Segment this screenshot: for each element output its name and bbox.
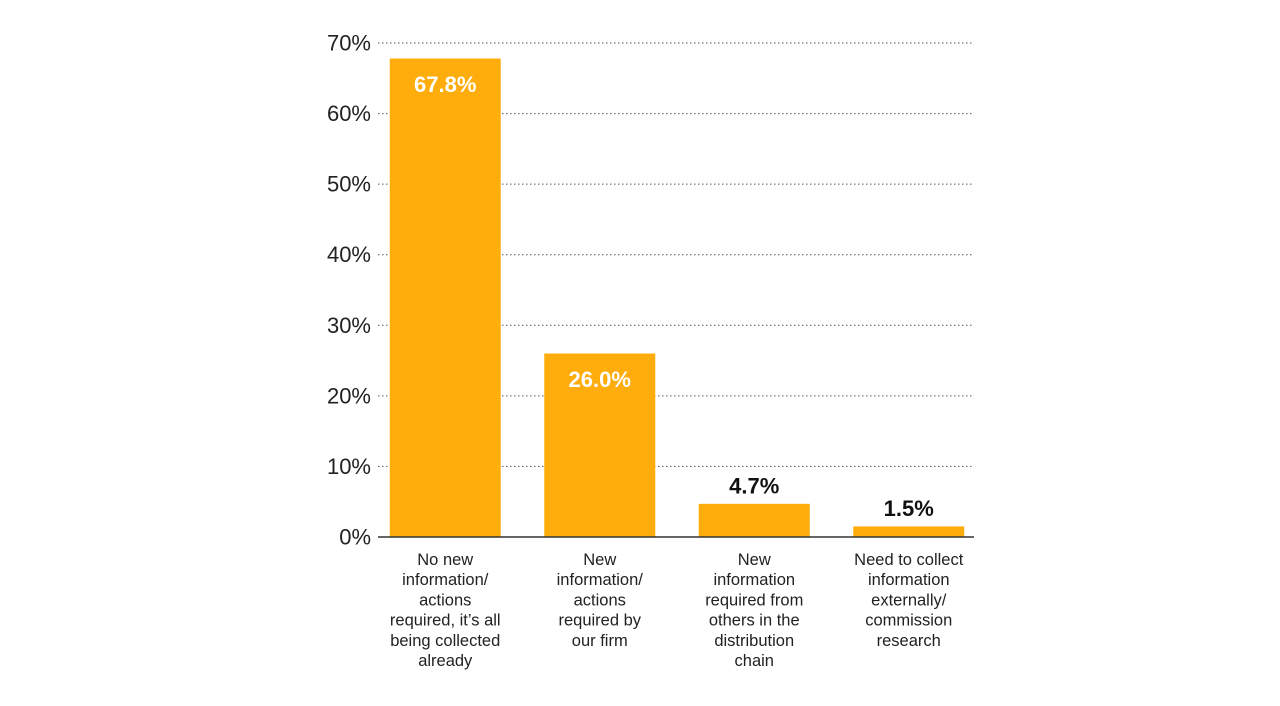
- bar: [698, 503, 810, 537]
- data-label: 1.5%: [884, 496, 934, 521]
- bar: [853, 526, 965, 537]
- category-label: New information required from others in the…: [705, 551, 803, 670]
- y-tick-label: 50%: [327, 172, 371, 197]
- category-label: New information/actions required by our fir…: [557, 551, 644, 650]
- y-tick-label: 60%: [327, 101, 371, 126]
- bars: [389, 58, 965, 537]
- gridlines: [378, 42, 974, 467]
- bar: [389, 58, 501, 537]
- y-tick-label: 30%: [327, 313, 371, 338]
- y-tick-label: 0%: [339, 525, 371, 550]
- bar: [544, 353, 656, 537]
- category-label: Need to collect information externally/com…: [854, 551, 964, 650]
- y-tick-label: 10%: [327, 454, 371, 479]
- y-tick-label: 40%: [327, 242, 371, 267]
- y-tick-label: 20%: [327, 383, 371, 408]
- data-label: 67.8%: [414, 72, 476, 97]
- category-labels: No new information/actions required, it’s …: [390, 551, 964, 670]
- data-label: 26.0%: [569, 367, 631, 392]
- data-label: 4.7%: [729, 473, 779, 498]
- data-labels: 67.8% 26.0% 4.7% 1.5%: [414, 72, 934, 521]
- y-axis-tick-labels: 0% 10% 20% 30% 40% 50% 60% 70%: [327, 31, 371, 550]
- y-tick-label: 70%: [327, 31, 371, 56]
- category-label: No new information/actions required, it’s …: [390, 551, 501, 670]
